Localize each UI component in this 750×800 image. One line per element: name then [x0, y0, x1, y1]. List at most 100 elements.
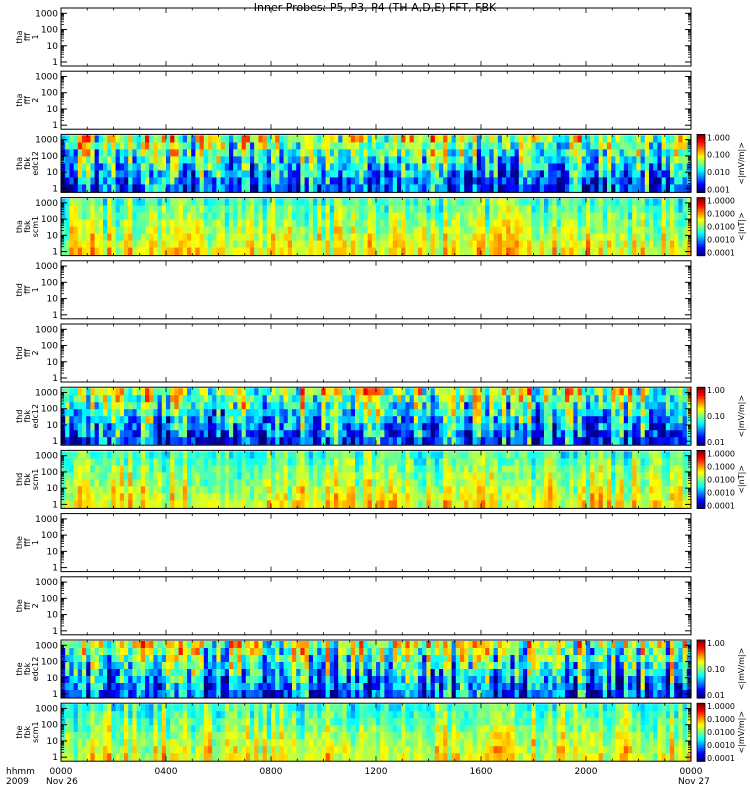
heat-cell — [376, 240, 381, 249]
heat-cell — [275, 388, 280, 396]
heat-cell — [132, 233, 138, 242]
heat-cell — [346, 233, 352, 242]
heat-cell — [157, 500, 163, 508]
heat-cell — [73, 451, 79, 459]
heat-cell — [161, 212, 167, 221]
heat-cell — [342, 142, 348, 150]
heat-cell — [598, 437, 604, 445]
heat-cell — [115, 451, 121, 459]
heat-cell — [111, 240, 117, 249]
heat-cell — [166, 156, 171, 164]
heat-cell — [174, 486, 180, 494]
heat-cell — [132, 205, 138, 214]
heat-cell — [539, 423, 545, 431]
heat-cell — [86, 479, 91, 487]
colorbar-swatch — [697, 236, 705, 239]
heat-cell — [594, 198, 600, 207]
heat-cell — [220, 240, 226, 249]
heat-cell — [350, 198, 356, 207]
heat-cell — [502, 240, 507, 249]
heat-cell — [560, 149, 566, 157]
heat-cell — [191, 212, 196, 221]
heat-cell — [611, 395, 616, 403]
heat-cell — [355, 409, 360, 417]
colorbar-swatch — [697, 186, 705, 189]
heat-cell — [560, 423, 566, 431]
heat-cell — [170, 205, 175, 214]
heat-cell — [250, 402, 255, 410]
heat-cell — [283, 135, 289, 143]
heat-cell — [489, 212, 495, 221]
heat-cell — [510, 177, 516, 185]
heat-cell — [350, 142, 356, 150]
heat-cell — [287, 233, 293, 242]
heat-cell — [245, 409, 251, 417]
heat-cell — [329, 163, 335, 171]
heat-cell — [86, 170, 91, 178]
heat-cell — [124, 247, 129, 256]
heat-cell — [594, 247, 600, 256]
heat-cell — [77, 451, 83, 459]
heat-cell — [115, 177, 121, 185]
heat-cell — [556, 402, 562, 410]
heat-cell — [279, 135, 285, 143]
heat-cell — [649, 233, 654, 242]
heat-cell — [170, 212, 175, 221]
heat-cell — [577, 142, 583, 150]
heat-cell — [607, 416, 612, 424]
heat-cell — [86, 205, 91, 214]
heat-cell — [94, 395, 100, 403]
heat-cell — [224, 486, 230, 494]
heat-cell — [422, 430, 427, 438]
heat-cell — [233, 233, 238, 242]
heat-cell — [208, 472, 213, 480]
y-tick-label: 10 — [47, 168, 59, 178]
heat-cell — [615, 177, 621, 185]
heat-cell — [665, 135, 671, 143]
heat-cell — [77, 184, 83, 192]
heat-cell — [552, 212, 558, 221]
colorbar-swatch — [697, 147, 705, 150]
heat-cell — [199, 219, 205, 228]
heat-cell — [409, 233, 415, 242]
heat-cell — [670, 395, 675, 403]
heat-cell — [590, 416, 595, 424]
heat-cell — [187, 142, 192, 150]
heat-cell — [136, 409, 142, 417]
heat-cell — [208, 416, 213, 424]
heat-cell — [178, 409, 184, 417]
heat-cell — [413, 149, 419, 157]
heat-cell — [481, 212, 486, 221]
heat-cell — [229, 479, 234, 487]
heat-cell — [670, 219, 675, 228]
heat-cell — [229, 142, 234, 150]
heat-cell — [531, 205, 537, 214]
heat-cell — [178, 500, 184, 508]
heat-cell — [401, 430, 406, 438]
heat-cell — [153, 156, 159, 164]
heat-cell — [359, 142, 364, 150]
heat-cell — [552, 177, 558, 185]
heat-cell — [636, 240, 642, 249]
heat-cell — [640, 402, 646, 410]
heat-cell — [212, 205, 217, 214]
heat-cell — [539, 437, 545, 445]
heat-cell — [586, 402, 591, 410]
heat-cell — [476, 437, 482, 445]
heat-cell — [153, 437, 159, 445]
heat-cell — [346, 212, 352, 221]
heat-cell — [111, 184, 117, 192]
heat-cell — [443, 247, 448, 256]
heat-cell — [661, 402, 667, 410]
heat-cell — [77, 156, 83, 164]
heat-cell — [166, 226, 171, 235]
heat-cell — [199, 240, 205, 249]
heat-cell — [464, 198, 469, 207]
heat-cell — [111, 472, 117, 480]
heat-cell — [86, 226, 91, 235]
heat-cell — [397, 395, 402, 403]
heat-cell — [182, 240, 188, 249]
heat-cell — [455, 247, 461, 256]
heat-cell — [334, 395, 339, 403]
heat-cell — [397, 205, 402, 214]
